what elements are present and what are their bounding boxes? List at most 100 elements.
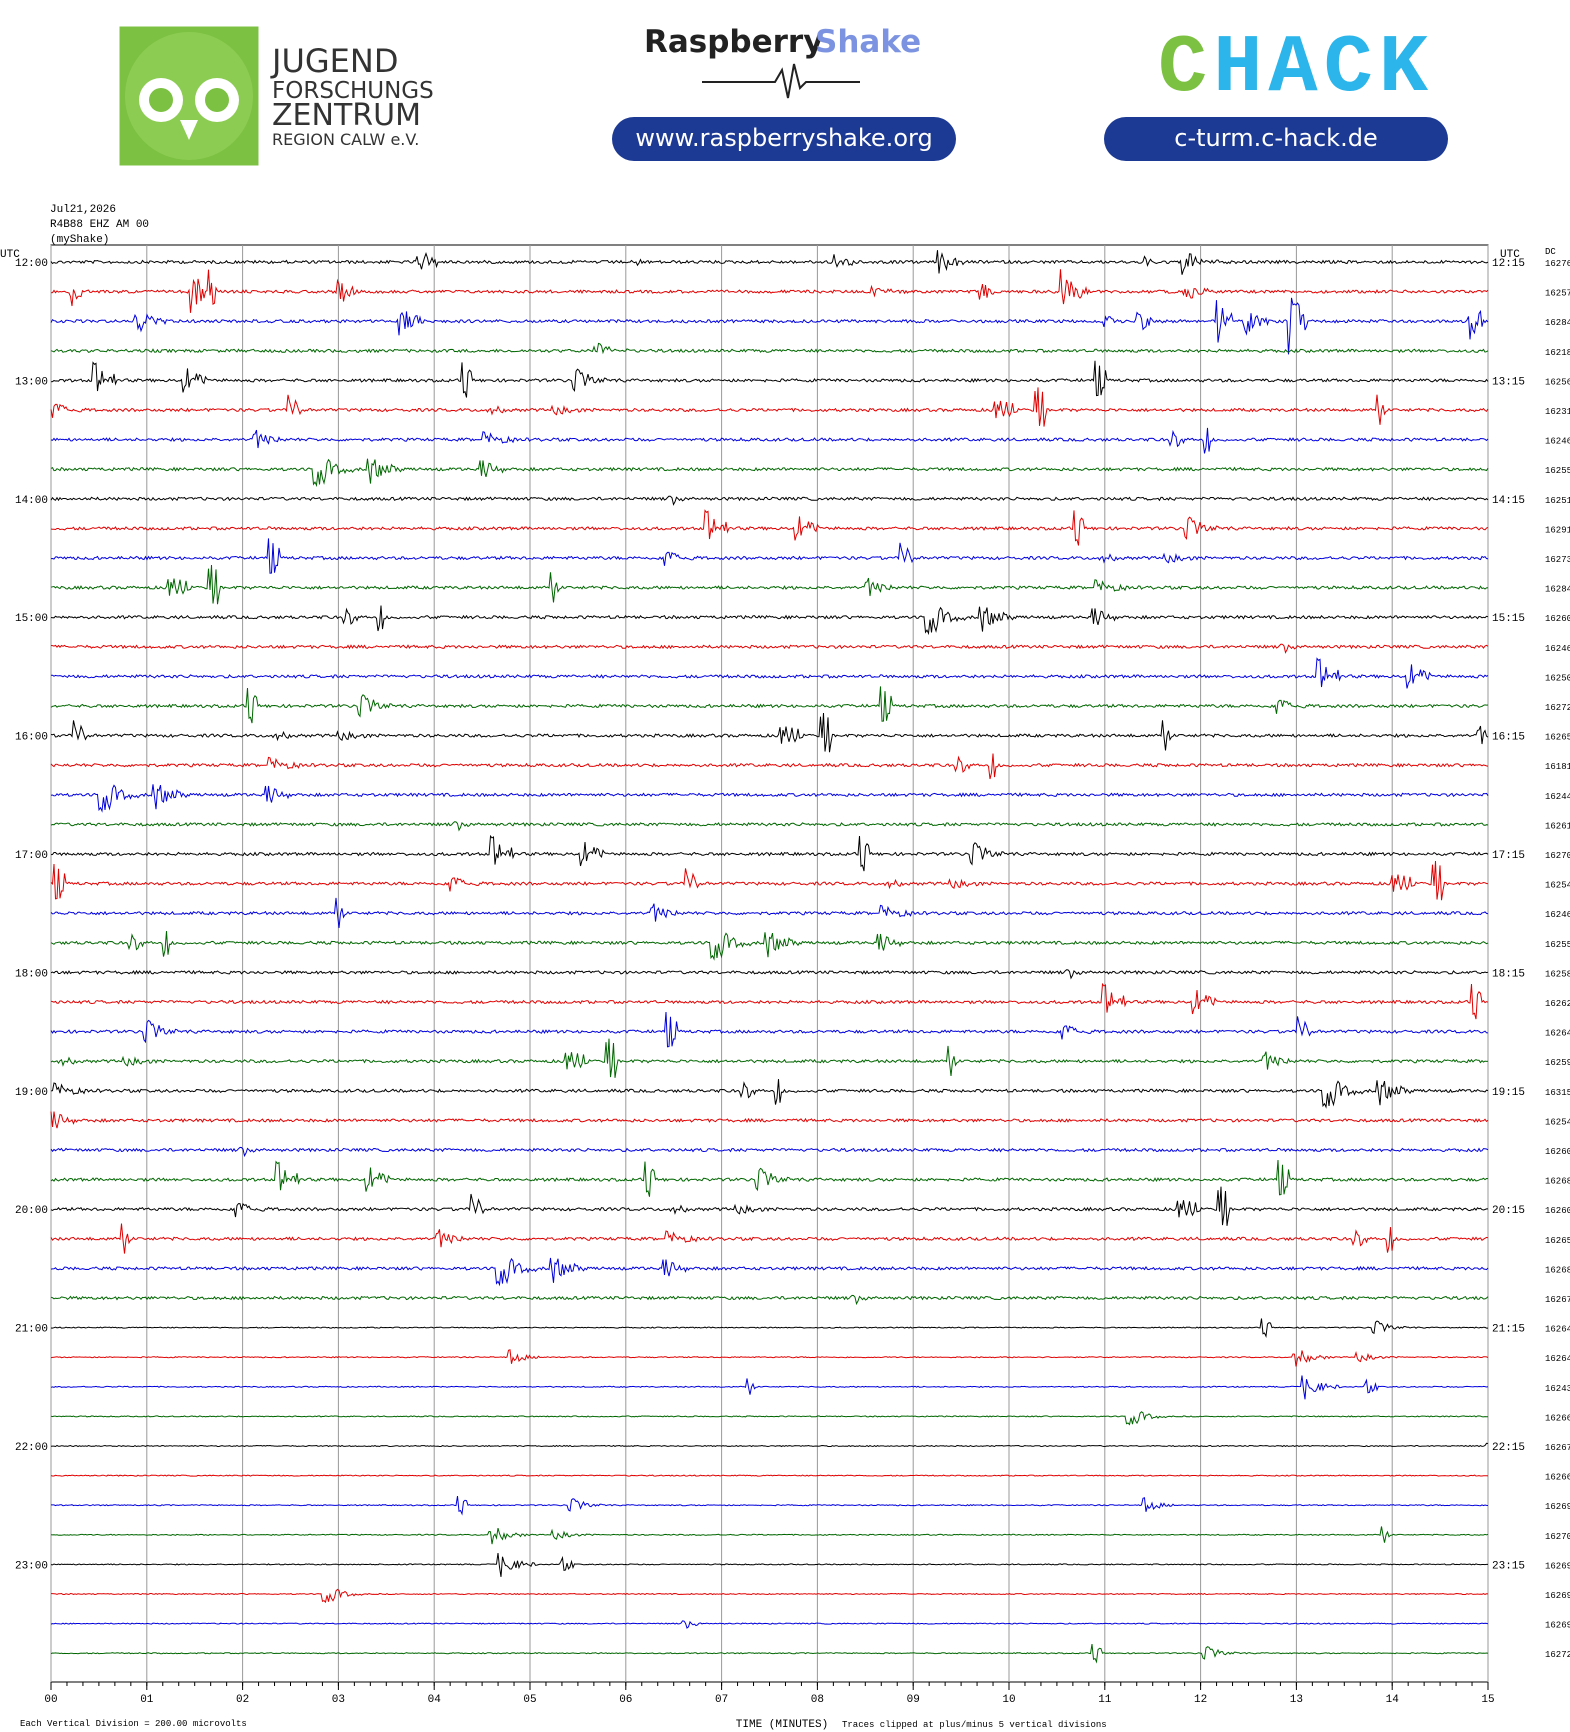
x-tick-label: 03	[332, 1694, 345, 1706]
logo-owl	[125, 32, 253, 160]
trace	[50, 860, 1489, 901]
dc-value: 16256	[1545, 377, 1570, 387]
trace	[50, 1644, 1489, 1664]
dc-value: 16250	[1545, 673, 1570, 683]
x-tick-label: 00	[44, 1694, 57, 1706]
url-pill	[1104, 117, 1448, 161]
dc-value: 16284	[1545, 318, 1570, 328]
dc-value: 16255	[1545, 466, 1570, 476]
left-time-label: 12:00	[15, 258, 48, 270]
trace	[50, 1011, 1489, 1048]
trace	[50, 509, 1489, 546]
trace	[51, 657, 1489, 689]
dc-value: 16243	[1545, 1384, 1570, 1394]
right-time-label: 13:15	[1492, 376, 1525, 388]
dc-value: 16255	[1545, 940, 1570, 950]
dc-value: 16266	[1545, 1473, 1570, 1483]
dc-value: 16259	[1545, 1058, 1570, 1068]
left-time-label: 14:00	[15, 495, 48, 507]
trace	[50, 427, 1489, 454]
dc-value: 16246	[1545, 644, 1570, 654]
dc-value: 16267	[1545, 1295, 1570, 1305]
x-tick-label: 15	[1481, 1694, 1494, 1706]
dc-header: DC	[1545, 247, 1556, 257]
dc-value: 16218	[1545, 348, 1570, 358]
trace	[50, 686, 1489, 724]
logo-word: Raspberry	[644, 24, 823, 60]
trace	[50, 834, 1489, 872]
x-tick-label: 01	[140, 1694, 154, 1706]
station-info: (myShake)	[50, 234, 109, 246]
trace	[50, 1526, 1489, 1545]
trace	[50, 784, 1489, 813]
right-time-label: 16:15	[1492, 732, 1525, 744]
dc-value: 16246	[1545, 910, 1570, 920]
x-tick-label: 11	[1098, 1694, 1112, 1706]
logo-right: CHACK c-turm.c-hack.de	[1104, 22, 1448, 161]
dc-value: 16269	[1545, 1502, 1570, 1512]
dc-value: 16284	[1545, 585, 1570, 595]
left-time-label: 22:00	[15, 1442, 48, 1454]
dc-value: 16257	[1545, 289, 1570, 299]
trace	[50, 1111, 1489, 1129]
logo-text: ZENTRUM	[272, 98, 421, 133]
dc-value: 16276	[1545, 259, 1570, 269]
dc-value: 16254	[1545, 881, 1570, 891]
dc-value: 16254	[1545, 1117, 1570, 1127]
trace	[50, 1186, 1488, 1226]
logo-center: Raspberry Shake www.raspberryshake.org	[612, 24, 956, 161]
trace	[50, 1474, 1489, 1477]
trace	[50, 387, 1489, 427]
trace	[50, 1411, 1489, 1426]
left-time-label: 17:00	[15, 850, 48, 862]
footer-right: Traces clipped at plus/minus 5 vertical …	[842, 1720, 1107, 1730]
trace	[50, 821, 1489, 832]
left-time-label: 18:00	[15, 968, 48, 980]
logo-left: JUGEND FORSCHUNGS ZENTRUM REGION CALW e.…	[119, 26, 434, 166]
trace	[50, 1442, 1489, 1448]
trace	[50, 538, 1489, 574]
right-time-label: 22:15	[1492, 1442, 1525, 1454]
logo-text: REGION CALW e.V.	[272, 130, 419, 149]
trace	[50, 495, 1489, 506]
left-time-label: 21:00	[15, 1324, 48, 1336]
x-tick-label: 08	[811, 1694, 824, 1706]
trace	[50, 753, 1489, 780]
logo-text: FORSCHUNGS	[272, 78, 434, 104]
trace	[50, 1349, 1489, 1367]
logo-chack-rest: HACK	[1213, 22, 1434, 115]
x-tick-label: 12	[1194, 1694, 1207, 1706]
trace	[50, 297, 1489, 355]
right-time-label: 21:15	[1492, 1324, 1525, 1336]
dc-value: 16246	[1545, 437, 1570, 447]
x-tick-label: 10	[1002, 1694, 1015, 1706]
trace	[50, 1223, 1489, 1254]
dc-value: 16266	[1545, 1413, 1570, 1423]
dc-value: 16262	[1545, 999, 1570, 1009]
x-tick-label: 07	[715, 1694, 728, 1706]
x-tick-label: 05	[523, 1694, 536, 1706]
dc-value: 16269	[1545, 1591, 1570, 1601]
trace	[50, 250, 1489, 275]
trace	[50, 1146, 1489, 1158]
trace	[50, 458, 1489, 488]
dc-value: 16270	[1545, 1532, 1570, 1542]
x-tick-label: 06	[619, 1694, 632, 1706]
dc-value: 16270	[1545, 851, 1570, 861]
dc-value: 16258	[1545, 969, 1570, 979]
logo-text: JUGEND	[270, 42, 398, 80]
left-unit: UTC	[0, 249, 20, 261]
logo-beak	[180, 120, 198, 140]
dc-value: 16260	[1545, 614, 1570, 624]
trace	[50, 269, 1489, 313]
left-time-label: 16:00	[15, 732, 48, 744]
logo-pupil	[149, 88, 173, 112]
x-axis-label: TIME (MINUTES)	[736, 1719, 828, 1731]
trace	[50, 931, 1489, 961]
left-time-label: 19:00	[15, 1087, 48, 1099]
trace	[50, 1620, 1489, 1629]
x-tick-label: 09	[907, 1694, 920, 1706]
trace	[51, 1496, 1489, 1516]
